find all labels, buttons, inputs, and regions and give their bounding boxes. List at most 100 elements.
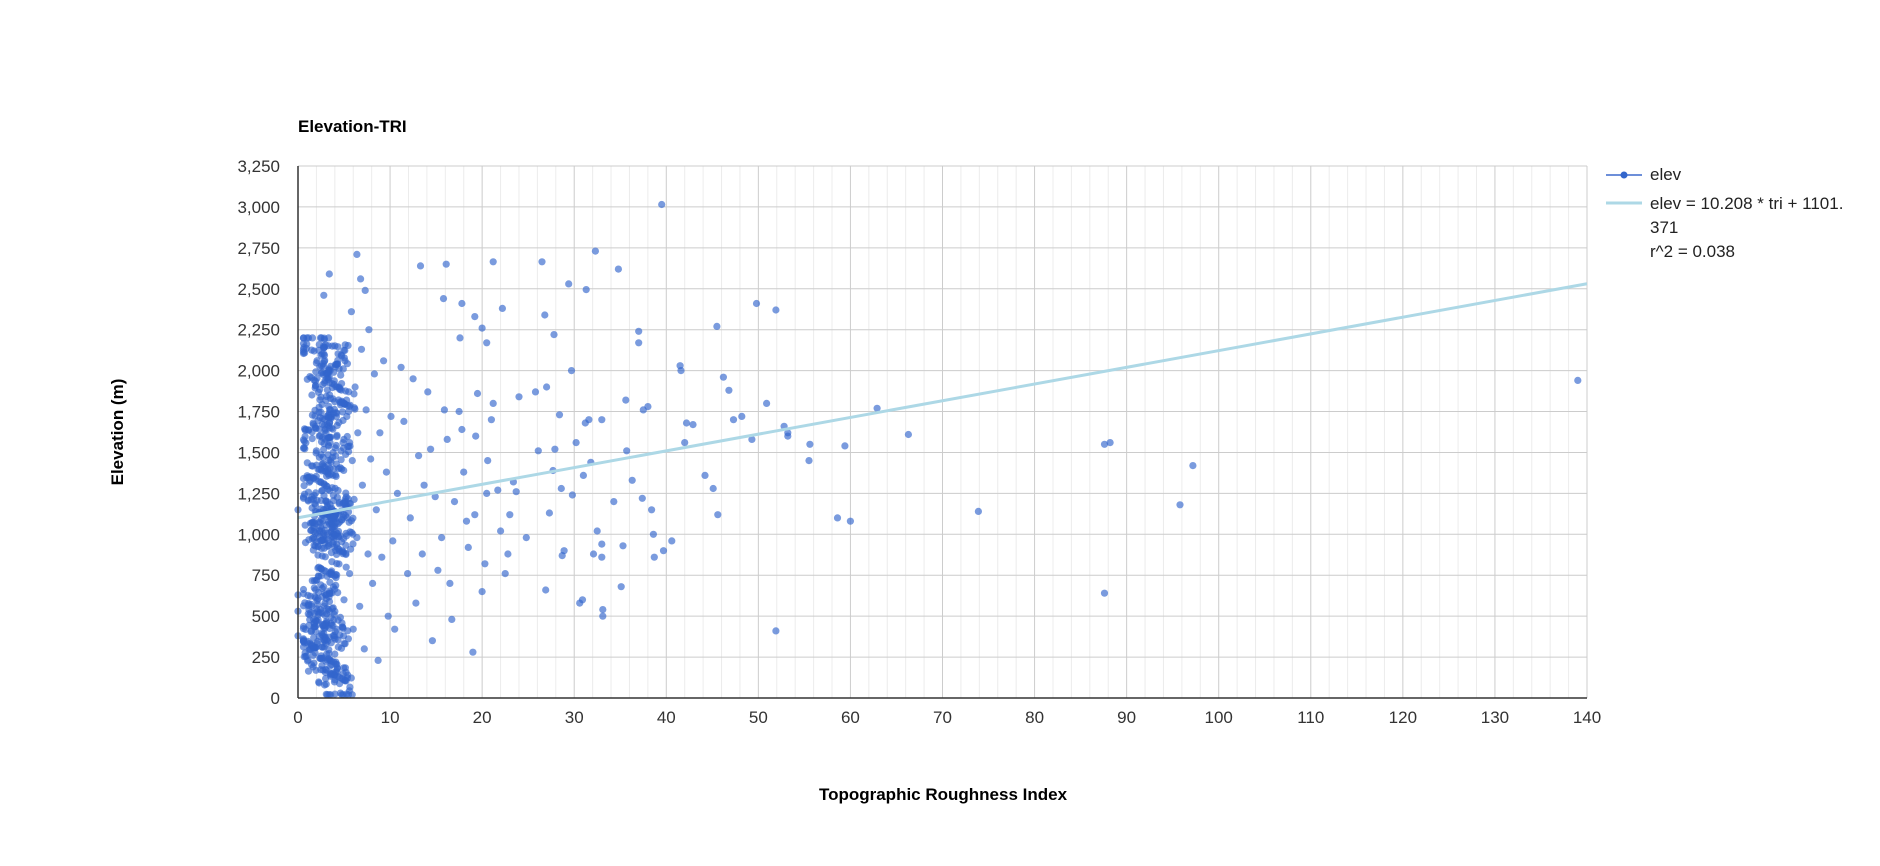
data-point — [348, 457, 356, 465]
data-point — [342, 668, 350, 676]
data-point — [335, 498, 343, 506]
data-point — [581, 419, 589, 427]
data-point — [309, 644, 317, 652]
data-point — [349, 514, 357, 522]
data-point — [337, 371, 345, 379]
data-point — [841, 442, 849, 450]
data-point — [354, 429, 362, 437]
trendline — [297, 282, 1588, 520]
data-point — [682, 419, 691, 427]
data-point — [340, 640, 348, 648]
data-point — [341, 341, 349, 349]
data-point — [325, 456, 333, 464]
data-point — [314, 465, 322, 473]
data-point — [338, 465, 346, 473]
data-point — [360, 645, 368, 653]
data-point — [319, 459, 327, 468]
data-point — [455, 407, 463, 416]
data-point — [725, 386, 733, 394]
data-point — [428, 637, 436, 645]
data-point — [345, 402, 353, 410]
data-point — [349, 625, 357, 633]
data-point — [400, 417, 408, 425]
data-point — [619, 542, 627, 550]
data-point — [462, 517, 471, 525]
legend: elev elev = 10.208 * tri + 1101. 371 r^2… — [1606, 165, 1843, 261]
data-point — [439, 295, 448, 303]
data-point — [315, 432, 323, 440]
data-point — [324, 542, 333, 550]
data-point — [313, 597, 321, 605]
data-point — [299, 334, 308, 342]
grid-lines — [297, 165, 1588, 699]
data-point — [324, 414, 332, 422]
data-point — [404, 570, 412, 578]
data-point — [420, 481, 428, 489]
legend-series-marker — [1620, 171, 1628, 179]
data-point — [356, 602, 364, 610]
y-tick-label: 1,500 — [237, 443, 280, 462]
data-point — [460, 468, 468, 476]
data-point — [336, 385, 344, 393]
data-point — [325, 367, 333, 375]
data-point — [350, 495, 358, 503]
data-point — [326, 394, 335, 403]
data-point — [321, 526, 329, 534]
data-point — [1574, 376, 1582, 384]
data-point — [336, 689, 345, 697]
data-point — [659, 547, 668, 555]
data-point — [397, 363, 405, 371]
data-point — [387, 412, 395, 420]
data-point — [378, 553, 386, 561]
data-point — [342, 541, 350, 549]
legend-trend-equation: elev = 10.208 * tri + 1101. — [1650, 194, 1843, 213]
data-point — [701, 471, 709, 479]
data-point — [512, 488, 520, 496]
data-point — [784, 432, 792, 440]
data-point — [315, 572, 323, 581]
data-point — [329, 583, 337, 591]
data-point — [313, 605, 321, 613]
data-point — [344, 691, 353, 699]
y-tick-label: 3,250 — [237, 157, 280, 176]
data-point — [738, 412, 746, 420]
data-point — [557, 484, 565, 493]
x-tick-label: 110 — [1297, 708, 1324, 727]
data-point — [299, 474, 308, 483]
data-point — [324, 605, 332, 614]
data-point — [321, 611, 329, 620]
data-point — [598, 416, 606, 424]
x-axis-label: Topographic Roughness Index — [819, 785, 1068, 804]
data-point — [522, 534, 530, 542]
y-axis-label: Elevation (m) — [108, 379, 127, 486]
data-point — [317, 652, 325, 660]
x-tick-label: 10 — [381, 708, 400, 727]
data-point — [321, 665, 330, 673]
data-point — [341, 677, 349, 685]
data-point — [367, 455, 375, 463]
data-point — [320, 335, 328, 344]
data-point — [323, 656, 331, 664]
data-point — [318, 487, 326, 495]
data-point — [515, 393, 523, 401]
data-point — [904, 430, 913, 439]
data-point — [541, 311, 549, 319]
data-point — [316, 385, 324, 393]
data-point — [317, 581, 325, 589]
data-point — [709, 484, 717, 493]
data-point — [614, 265, 623, 273]
data-point — [315, 346, 323, 354]
data-point — [308, 535, 316, 543]
data-point — [311, 542, 319, 550]
data-point — [772, 306, 780, 314]
data-point — [342, 563, 350, 571]
data-point — [434, 566, 442, 574]
data-point — [873, 404, 881, 412]
chart-title: Elevation-TRI — [298, 117, 407, 136]
x-tick-label: 40 — [657, 708, 676, 727]
data-point — [599, 612, 607, 620]
x-tick-label: 80 — [1025, 708, 1044, 727]
data-point — [331, 650, 339, 658]
data-point — [481, 560, 489, 568]
